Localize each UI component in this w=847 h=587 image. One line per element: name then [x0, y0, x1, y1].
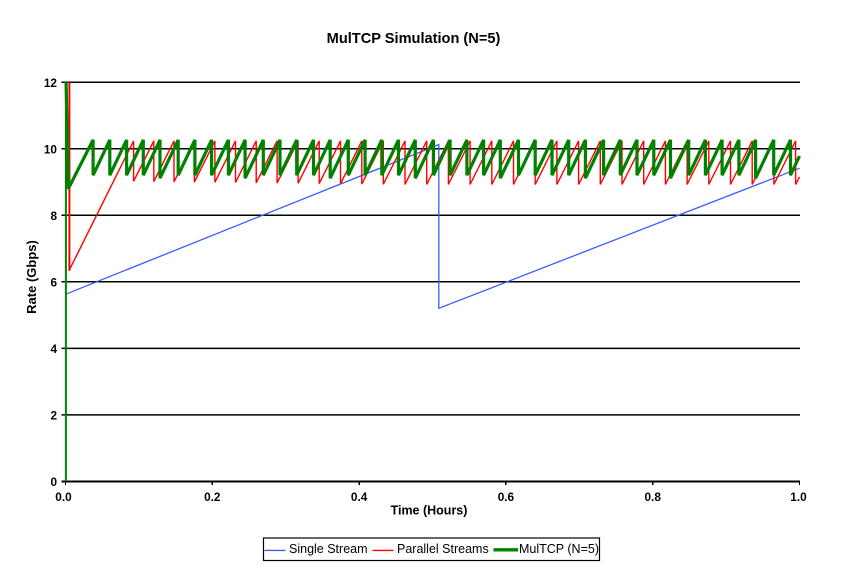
svg-text:Time (Hours): Time (Hours): [391, 503, 468, 517]
svg-text:4: 4: [50, 342, 57, 356]
svg-text:MulTCP (N=5): MulTCP (N=5): [519, 542, 599, 556]
svg-text:0: 0: [50, 475, 57, 489]
svg-text:10: 10: [44, 143, 58, 157]
svg-text:Parallel Streams: Parallel Streams: [397, 542, 489, 556]
svg-text:0.8: 0.8: [644, 490, 661, 504]
svg-text:1.0: 1.0: [790, 490, 807, 504]
svg-text:MulTCP Simulation (N=5): MulTCP Simulation (N=5): [327, 31, 501, 47]
svg-text:0.4: 0.4: [351, 490, 368, 504]
svg-text:Rate (Gbps): Rate (Gbps): [24, 240, 39, 314]
svg-text:0.6: 0.6: [498, 490, 515, 504]
svg-text:0.0: 0.0: [55, 490, 72, 504]
svg-text:8: 8: [50, 209, 57, 223]
svg-text:Single Stream: Single Stream: [289, 542, 368, 556]
svg-text:2: 2: [50, 409, 57, 423]
svg-text:6: 6: [50, 276, 57, 290]
svg-text:0.2: 0.2: [204, 490, 221, 504]
svg-text:12: 12: [44, 76, 58, 90]
